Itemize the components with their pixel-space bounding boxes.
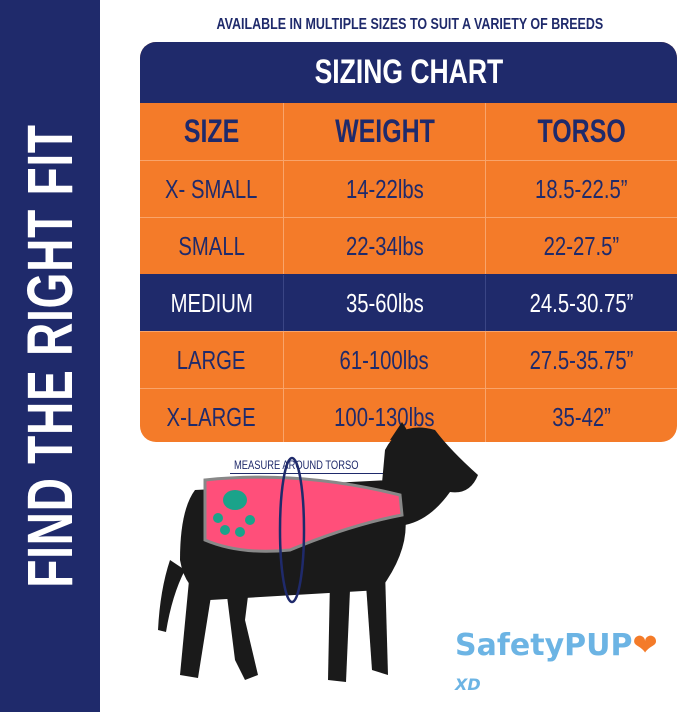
sidebar-banner: FIND THE RIGHT FIT — [0, 0, 100, 712]
dog-illustration — [158, 422, 478, 682]
table-row: X- SMALL 14-22lbs 18.5-22.5” — [140, 160, 677, 217]
table-cell: MEDIUM — [170, 287, 253, 318]
paw-print-icon — [213, 490, 255, 537]
table-title: SIZING CHART — [314, 53, 503, 91]
torso-measure-ring — [278, 456, 306, 604]
table-cell: 35-42” — [552, 401, 611, 432]
table-cell: 35-60lbs — [345, 287, 424, 318]
sidebar-title: FIND THE RIGHT FIT — [14, 124, 86, 588]
table-row: SMALL 22-34lbs 22-27.5” — [140, 217, 677, 274]
paw-heart-icon: ❤ — [632, 628, 658, 663]
table-cell: LARGE — [177, 344, 246, 375]
table-cell: 61-100lbs — [339, 344, 430, 375]
table-cell: 27.5-35.75” — [529, 344, 634, 375]
column-header: TORSO — [537, 113, 626, 149]
table-cell: X- SMALL — [165, 173, 258, 204]
table-row: MEDIUM 35-60lbs 24.5-30.75” — [140, 274, 677, 331]
table-row: X-LARGE 100-130lbs 35-42” — [140, 388, 677, 442]
table-cell: 22-27.5” — [543, 230, 620, 261]
dog-body — [158, 422, 478, 682]
table-cell: 24.5-30.75” — [529, 287, 634, 318]
header-row: SIZE WEIGHT TORSO — [140, 103, 677, 160]
table-row: LARGE 61-100lbs 27.5-35.75” — [140, 331, 677, 388]
table-cell: 100-130lbs — [334, 401, 435, 432]
column-header: SIZE — [183, 113, 240, 149]
table-cell: 18.5-22.5” — [535, 173, 628, 204]
table-cell: X-LARGE — [166, 401, 257, 432]
sizing-chart-table: SIZING CHART SIZE WEIGHT TORSO X- SMALL 1… — [140, 42, 677, 442]
table-cell: 22-34lbs — [345, 230, 424, 261]
column-header: WEIGHT — [334, 113, 435, 149]
subtitle: AVAILABLE IN MULTIPLE SIZES TO SUIT A VA… — [216, 16, 603, 33]
safetypup-logo: SafetyPUP❤XD — [455, 628, 658, 694]
table-cell: 14-22lbs — [345, 173, 424, 204]
table-cell: SMALL — [178, 230, 245, 261]
